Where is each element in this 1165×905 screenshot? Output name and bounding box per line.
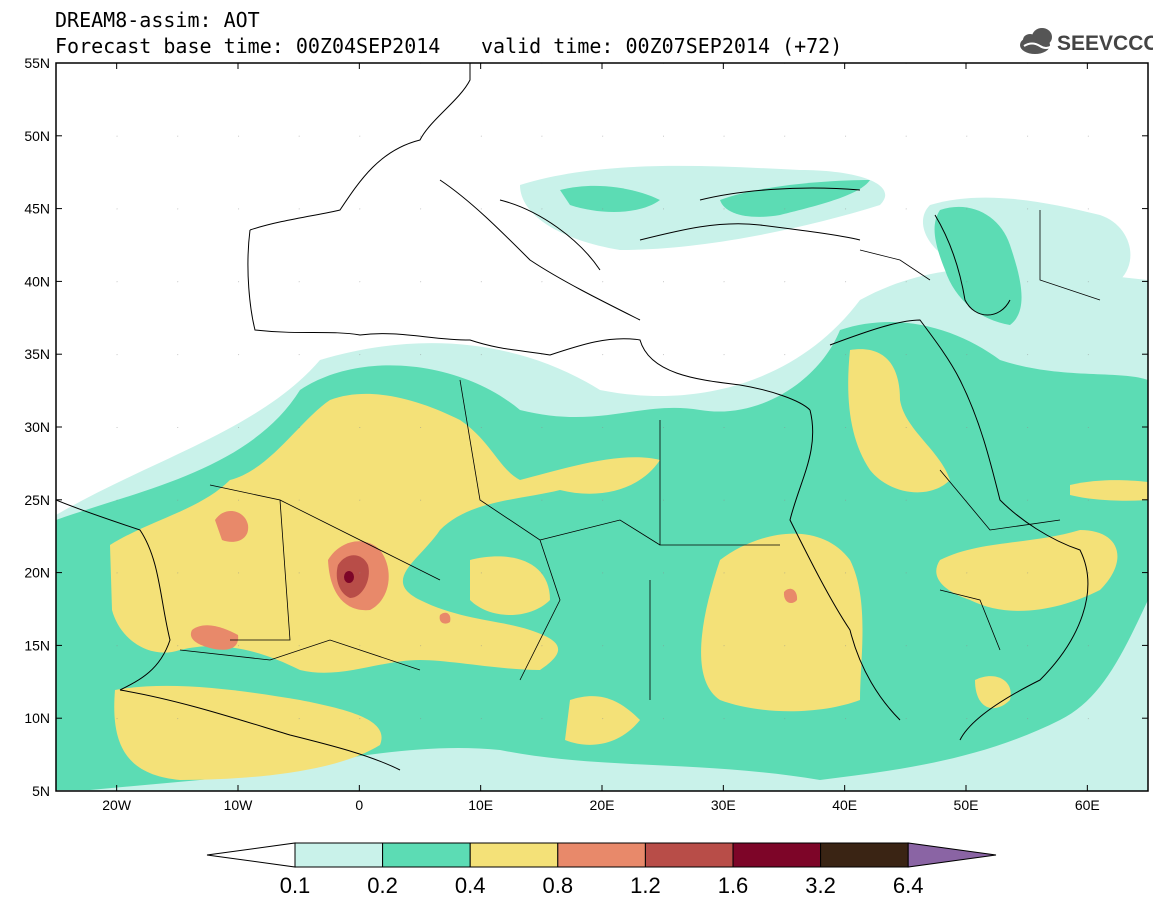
logo-text: SEEVCCC [1057, 32, 1153, 55]
lon-tick-label: 60E [1075, 797, 1100, 813]
colorbar-segment [382, 842, 471, 868]
lat-tick-label: 50N [24, 128, 50, 144]
cloud-icon [1020, 28, 1053, 54]
lat-tick-label: 20N [24, 565, 50, 581]
lon-tick-label: 50E [954, 797, 979, 813]
colorbar-label: 1.6 [718, 873, 749, 898]
lat-tick-label: 15N [24, 637, 50, 653]
lon-tick-label: 10E [468, 797, 493, 813]
colorbar-label: 1.2 [630, 873, 661, 898]
lat-tick-label: 5N [32, 783, 50, 799]
lon-tick-label: 10W [224, 797, 254, 813]
lat-tick-label: 40N [24, 273, 50, 289]
colorbar-label: 0.8 [543, 873, 574, 898]
lat-tick-label: 55N [24, 55, 50, 71]
colorbar-arrow-high [907, 842, 997, 868]
colorbar-segment [732, 842, 822, 868]
lon-tick-label: 0 [355, 797, 363, 813]
colorbar-label: 0.4 [455, 873, 486, 898]
colorbar-arrow-low [206, 842, 296, 868]
colorbar-segment [557, 842, 646, 868]
lat-tick-label: 25N [24, 492, 50, 508]
colorbar-label: 0.1 [280, 873, 311, 898]
lon-tick-label: 40E [832, 797, 857, 813]
latitude-ticks: 55N 50N 45N 40N 35N 30N 25N 20N 15N 10N 5N [24, 55, 1148, 799]
valid-time: valid time: 00Z07SEP2014 (+72) [481, 34, 843, 58]
lat-tick-label: 35N [24, 346, 50, 362]
colorbar-label: 6.4 [893, 873, 924, 898]
lat-tick-label: 30N [24, 419, 50, 435]
forecast-base-time: Forecast base time: 00Z04SEP2014 [55, 34, 441, 58]
lat-tick-label: 10N [24, 710, 50, 726]
lat-tick-label: 45N [24, 201, 50, 217]
lon-tick-label: 20E [590, 797, 615, 813]
colorbar-segment [469, 842, 559, 868]
colorbar-segment [820, 842, 909, 868]
colorbar-label: 3.2 [805, 873, 836, 898]
plot-area [56, 63, 1148, 791]
colorbar-label: 0.2 [367, 873, 398, 898]
colorbar-segment [294, 842, 384, 868]
seevccc-logo: SEEVCCC [1020, 28, 1153, 55]
longitude-ticks: 20W 10W 0 10E 20E 30E 40E 50E 60E [102, 63, 1100, 813]
colorbar-segment [644, 842, 734, 868]
map-title: DREAM8-assim: AOT [55, 8, 260, 32]
colorbar: 0.1 0.2 0.4 0.8 1.2 1.6 3.2 6.4 [206, 842, 997, 898]
lon-tick-label: 30E [711, 797, 736, 813]
lon-tick-label: 20W [102, 797, 132, 813]
